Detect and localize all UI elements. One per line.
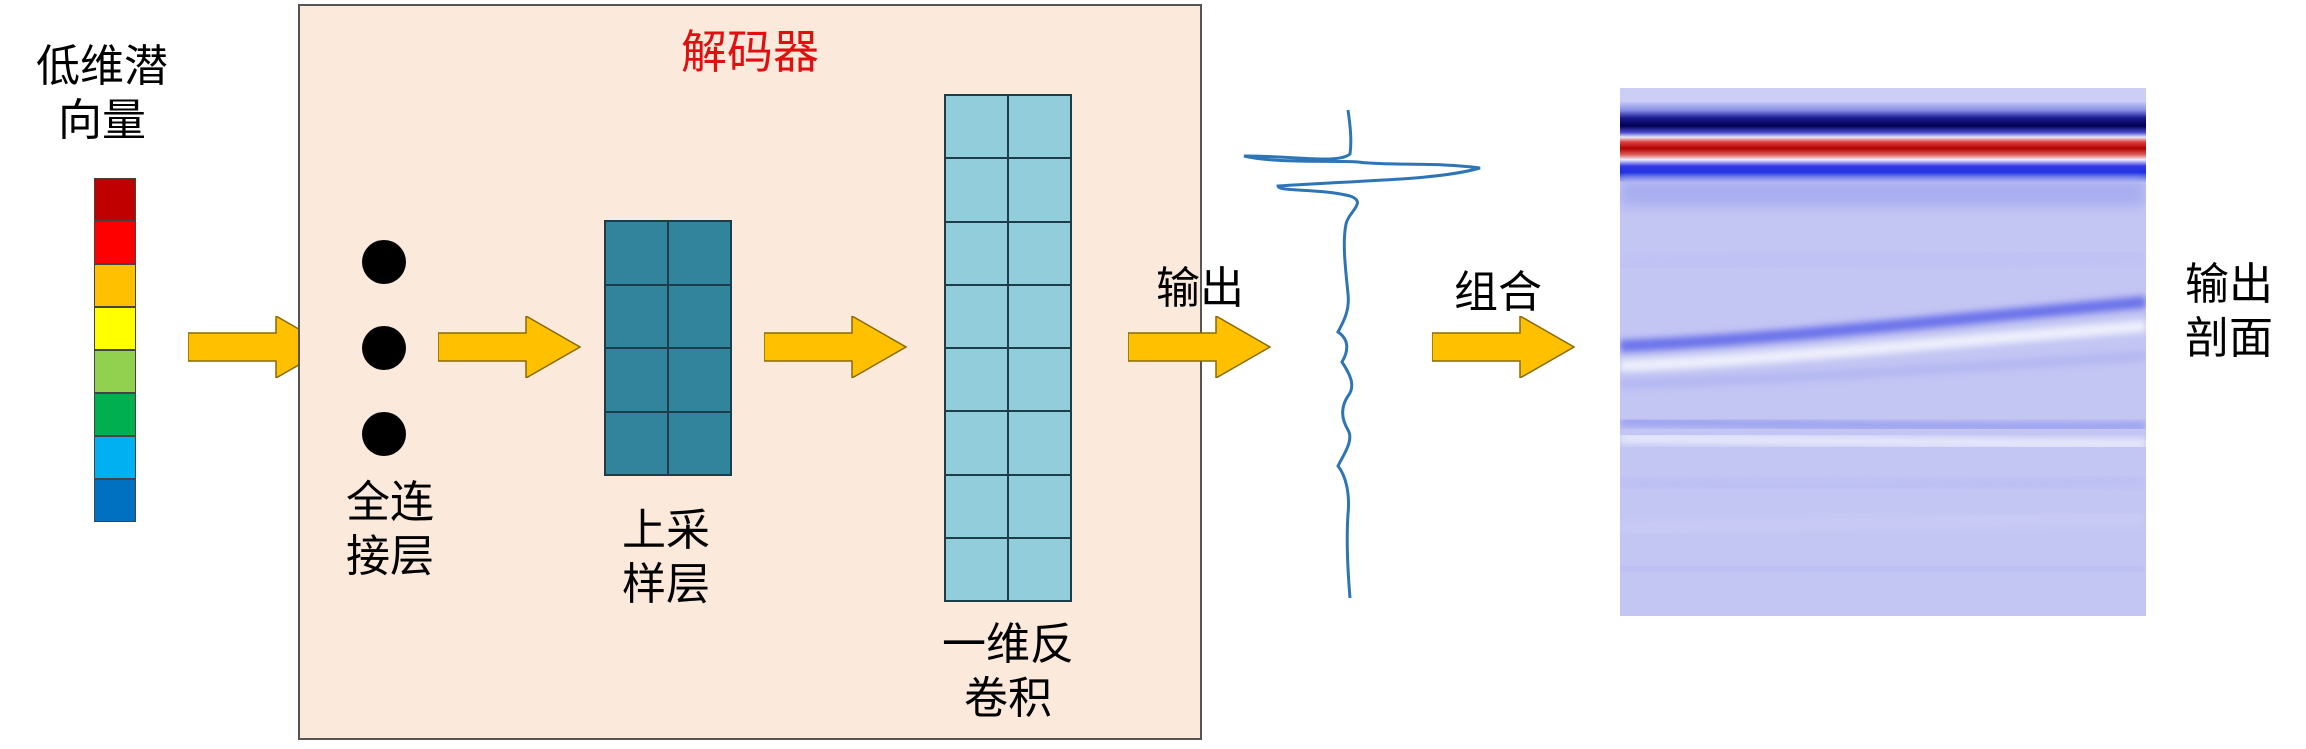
arrow-trace-to-section — [1432, 316, 1576, 378]
deconv-cell — [1008, 411, 1071, 475]
deconv-layer-block — [944, 94, 1072, 602]
fc-node-dot — [362, 240, 406, 284]
combine-label: 组合 — [1454, 267, 1542, 318]
deconv-cell — [1008, 348, 1071, 412]
deconv-layer-label: 一维反 卷积 — [918, 618, 1098, 726]
seismic-trace-wiggle — [1243, 109, 1481, 599]
deconv-cell — [945, 158, 1008, 222]
upsample-cell — [605, 411, 668, 475]
deconv-cell — [1008, 158, 1071, 222]
deconv-cell — [945, 95, 1008, 159]
upsample-cell — [668, 411, 731, 475]
deconv-cell — [1008, 284, 1071, 348]
latent-vector-cell — [94, 436, 136, 479]
latent-vector-label: 低维潜 向量 — [22, 40, 182, 148]
latent-label-line1: 低维潜 — [36, 41, 168, 92]
output-section-image — [1620, 88, 2146, 616]
latent-vector-cell — [94, 221, 136, 264]
output-label: 输出 — [1156, 263, 1244, 314]
latent-vector-cell — [94, 479, 136, 522]
section-label-line1: 输出 — [2185, 259, 2273, 310]
deconv-label-line1: 一维反 — [942, 619, 1074, 670]
deconv-cell — [1008, 474, 1071, 538]
upsample-layer-block — [604, 220, 732, 476]
deconv-label-line2: 卷积 — [964, 673, 1052, 724]
upsample-cell — [668, 284, 731, 348]
upsample-cell — [668, 348, 731, 412]
deconv-cell — [945, 348, 1008, 412]
deconv-cell — [945, 474, 1008, 538]
deconv-cell — [1008, 537, 1071, 601]
latent-vector-cell — [94, 350, 136, 393]
latent-vector-cell — [94, 307, 136, 350]
upsample-label-line2: 样层 — [622, 559, 710, 610]
arrow-deconv-to-trace — [1128, 316, 1272, 378]
section-label-line2: 剖面 — [2185, 313, 2273, 364]
upsample-cell — [668, 221, 731, 285]
arrow-upsample-to-deconv — [764, 316, 908, 378]
decoder-title: 解码器 — [681, 25, 819, 79]
deconv-cell — [945, 284, 1008, 348]
upsample-label-line1: 上采 — [622, 505, 710, 556]
fc-node-dot — [362, 326, 406, 370]
deconv-cell — [945, 411, 1008, 475]
fc-label-line2: 接层 — [346, 531, 434, 582]
upsample-cell — [605, 221, 668, 285]
upsample-layer-label: 上采 样层 — [596, 504, 736, 612]
upsample-cell — [605, 348, 668, 412]
latent-vector-cell — [94, 393, 136, 436]
latent-label-line2: 向量 — [58, 95, 146, 146]
fc-layer-label: 全连 接层 — [320, 476, 460, 584]
deconv-cell — [945, 221, 1008, 285]
latent-vector-cell — [94, 264, 136, 307]
fc-label-line1: 全连 — [346, 477, 434, 528]
latent-vector-cell — [94, 178, 136, 221]
fc-node-dot — [362, 412, 406, 456]
upsample-cell — [605, 284, 668, 348]
deconv-cell — [1008, 221, 1071, 285]
deconv-cell — [1008, 95, 1071, 159]
deconv-cell — [945, 537, 1008, 601]
output-section-label: 输出 剖面 — [2164, 258, 2294, 366]
arrow-fc-to-upsample — [438, 316, 582, 378]
